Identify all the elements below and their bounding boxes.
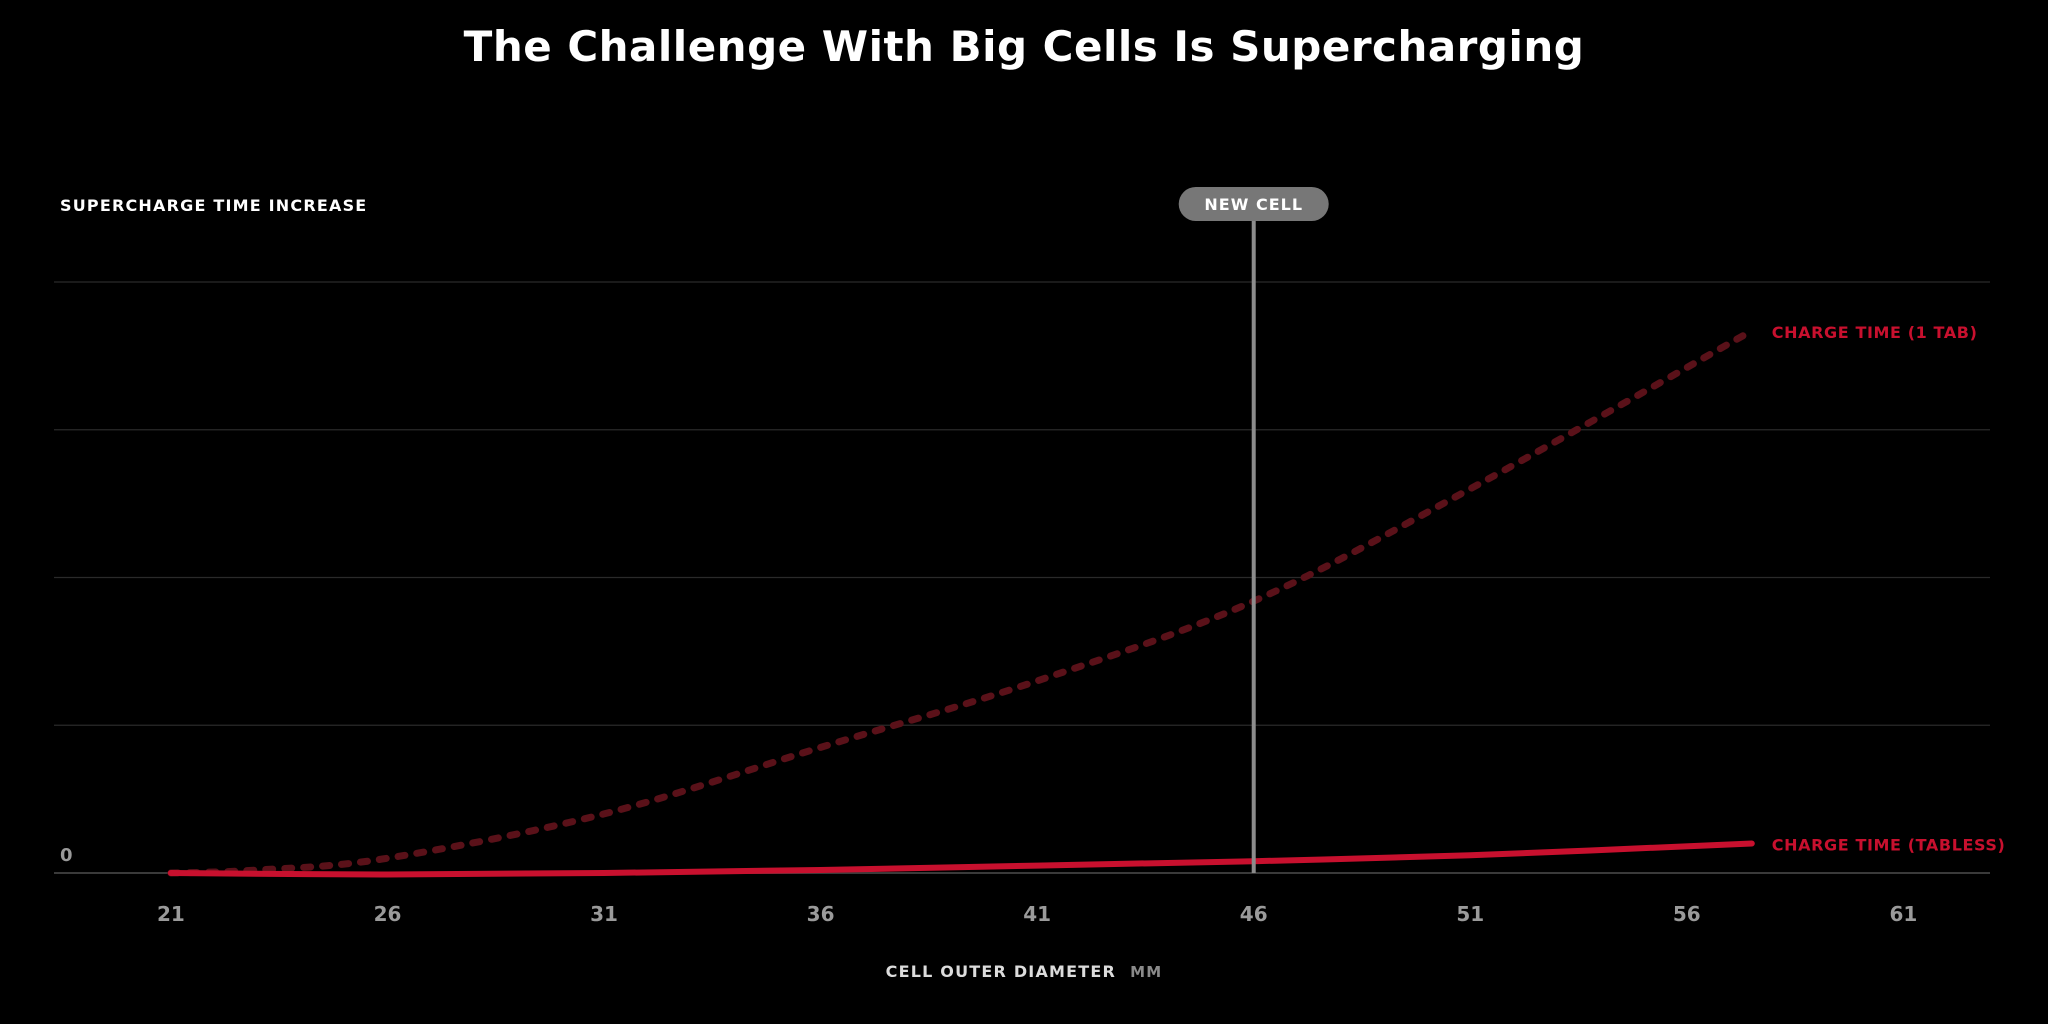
x-axis-unit: MM: [1130, 963, 1163, 981]
x-tick-label: 21: [157, 902, 185, 926]
x-tick-label: 31: [590, 902, 618, 926]
x-tick-label: 41: [1023, 902, 1051, 926]
y-tick-label: 0: [60, 845, 73, 866]
x-tick-label: 51: [1456, 902, 1484, 926]
x-tick-label: 46: [1240, 902, 1268, 926]
series-line-tabless: [167, 840, 1755, 878]
x-axis-label-group: CELL OUTER DIAMETER MM: [0, 962, 2048, 981]
x-tick-label: 56: [1673, 902, 1701, 926]
new-cell-label: NEW CELL: [1204, 195, 1303, 214]
x-axis-label: CELL OUTER DIAMETER: [885, 962, 1117, 981]
x-tick-label: 36: [807, 902, 835, 926]
slide-title: The Challenge With Big Cells Is Supercha…: [463, 22, 1585, 71]
new-cell-badge: [1178, 187, 1329, 221]
series-label-tabless: CHARGE TIME (TABLESS): [1772, 835, 2006, 854]
x-tick-label: 61: [1889, 902, 1917, 926]
series-label-1-tab: CHARGE TIME (1 TAB): [1772, 323, 1978, 342]
series-line-1-tab: [167, 327, 1756, 877]
x-tick-label: 26: [374, 902, 402, 926]
y-axis-label: SUPERCHARGE TIME INCREASE: [60, 196, 368, 215]
